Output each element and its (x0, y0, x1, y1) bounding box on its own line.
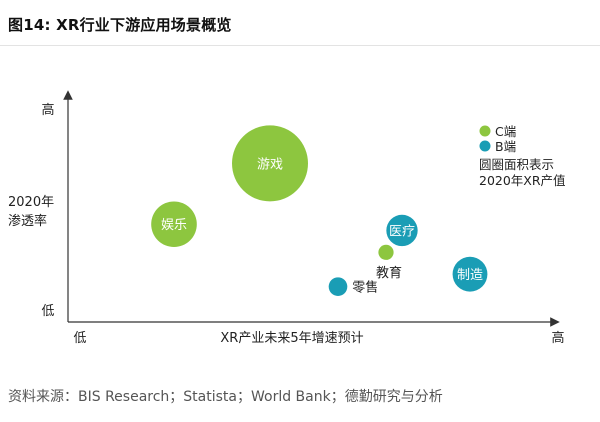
legend-label: B端 (495, 139, 516, 154)
title-divider (0, 45, 600, 46)
legend-marker (479, 125, 491, 137)
bubble-label-制造: 制造 (457, 268, 483, 283)
bubble-娱乐 (151, 201, 197, 248)
bubble-label-娱乐: 娱乐 (161, 218, 187, 233)
bubble-医疗 (386, 214, 418, 247)
y-tick-high: 高 (41, 102, 54, 118)
legend-note-line: 圆圈面积表示 (479, 157, 554, 172)
legend-marker (479, 140, 491, 152)
y-tick-low: 低 (41, 304, 54, 319)
bubble-label-医疗: 医疗 (389, 224, 415, 239)
bubble-制造 (452, 256, 488, 292)
bubble-零售 (328, 277, 348, 296)
bubble-label-教育: 教育 (376, 265, 402, 281)
legend-note-line: 2020年XR产值 (479, 173, 566, 188)
bubble-游戏 (232, 125, 308, 202)
chart-title: 图14: XR行业下游应用场景概览 (8, 16, 232, 34)
legend-label: C端 (495, 124, 516, 139)
y-axis-label-line: 渗透率 (8, 213, 47, 229)
bubble-label-游戏: 游戏 (257, 157, 283, 172)
bubble-教育 (378, 244, 394, 260)
x-axis-label: XR产业未来5年增速预计 (220, 331, 363, 346)
x-tick-high: 高 (551, 330, 564, 346)
x-tick-low: 低 (73, 331, 86, 346)
source-note: 资料来源：BIS Research；Statista；World Bank；德勤… (8, 389, 443, 405)
bubble-label-零售: 零售 (352, 280, 378, 296)
y-axis-label-line: 2020年 (8, 195, 54, 210)
